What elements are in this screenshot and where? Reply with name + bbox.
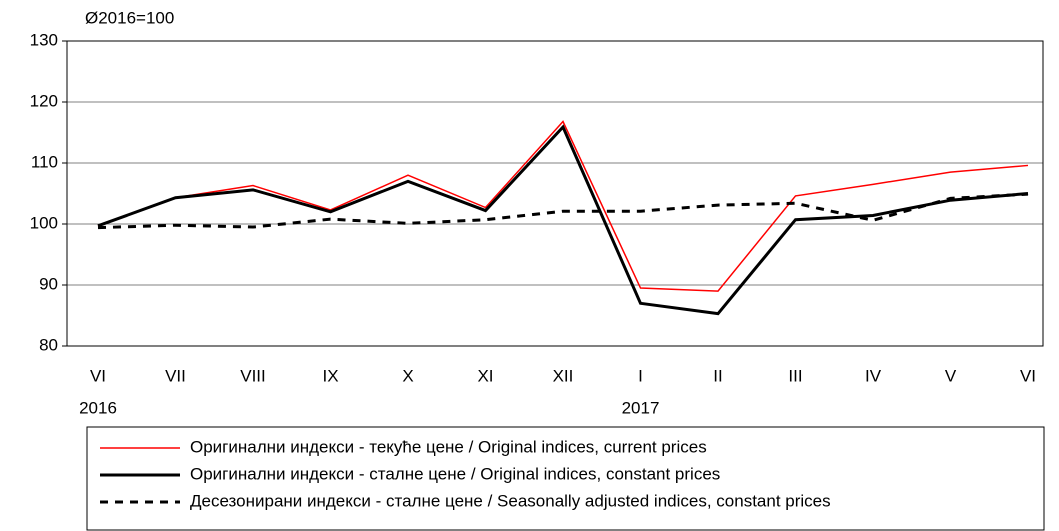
x-tick-label: XI	[477, 366, 493, 385]
y-tick-label: 100	[30, 213, 58, 232]
series-line	[97, 192, 1029, 230]
legend-label: Десезонирани индекси - сталне цене / Sea…	[190, 491, 831, 510]
y-tick-label: 80	[39, 335, 58, 354]
x-tick-label: VI	[1020, 366, 1036, 385]
x-group-label: 2017	[622, 398, 660, 417]
series-line	[97, 120, 1029, 292]
x-tick-label: II	[713, 366, 722, 385]
x-tick-label: III	[788, 366, 802, 385]
x-tick-label: IV	[865, 366, 882, 385]
y-tick-label: 90	[39, 274, 58, 293]
series-line	[97, 124, 1029, 316]
legend-label: Оригинални индекси - сталне цене / Origi…	[190, 464, 720, 483]
y-tick-label: 110	[31, 152, 58, 171]
chart-subtitle: Ø2016=100	[85, 8, 174, 27]
x-tick-label: X	[402, 366, 413, 385]
legend-box	[86, 426, 1045, 531]
x-tick-label: VII	[165, 366, 186, 385]
x-tick-label: VIII	[240, 366, 266, 385]
x-tick-label: IX	[322, 366, 338, 385]
plot-border	[66, 40, 1044, 347]
x-tick-label: V	[945, 366, 957, 385]
x-group-label: 2016	[79, 398, 117, 417]
y-tick-label: 130	[30, 30, 58, 49]
x-tick-label: XII	[553, 366, 574, 385]
y-tick-label: 120	[30, 91, 58, 110]
x-tick-label: VI	[90, 366, 106, 385]
x-tick-label: I	[638, 366, 643, 385]
legend-label: Оригинални индекси - текуће цене / Origi…	[190, 437, 707, 456]
